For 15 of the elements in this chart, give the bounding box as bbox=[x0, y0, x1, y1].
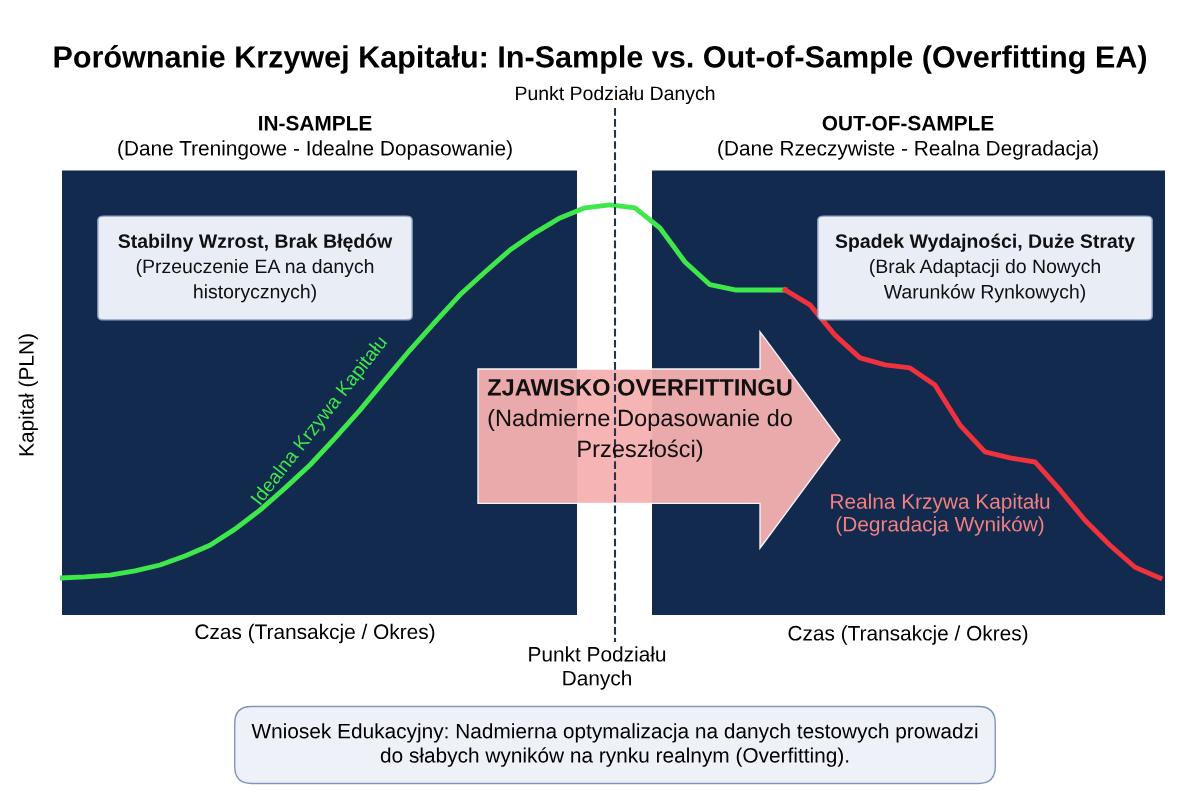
annotation: Spadek Wydajności, Duże Straty (Brak Adaptacji do Nowych Warunków Rynkowych) bbox=[835, 233, 1135, 303]
text: Punkt Podziału Danych bbox=[529, 646, 666, 690]
x-axis-title: Czas (Transakcje / Okres) bbox=[195, 623, 435, 644]
text: Punkt Podziału Danych bbox=[516, 85, 715, 105]
y-axis-title: Kapitał (PLN) bbox=[18, 334, 38, 456]
text: (Dane Treningowe - Idealne Dopasowanie) bbox=[118, 140, 512, 160]
text: Czas (Transakcje / Okres) bbox=[788, 625, 1028, 645]
text: OUT-OF-SAMPLE bbox=[822, 115, 994, 131]
annotation: Stabilny Wzrost, Brak Błędów (Przeuczenie EA na danych historycznych) bbox=[118, 233, 393, 303]
text: (Dane Rzeczywiste - Realna Degradacja) bbox=[718, 140, 1098, 160]
annotation: ZJAWISKO OVERFITTINGU (Nadmierne Dopasowanie do Przeszłości) bbox=[487, 378, 792, 462]
text: Wniosek Edukacyjny: Nadmierna optymalizacja na danych testowych prowadzi do słabych wyników na rynku realnym (Overfitting). bbox=[251, 723, 978, 767]
text: IN-SAMPLE bbox=[259, 115, 372, 131]
series-label: Realna Krzywa Kapitału (Degradacja Wyników) bbox=[831, 493, 1050, 536]
chart-title: Porównanie Krzywej Kapitału: In-Sample vs. Out-of-Sample (Overfitting EA) bbox=[54, 45, 1147, 74]
